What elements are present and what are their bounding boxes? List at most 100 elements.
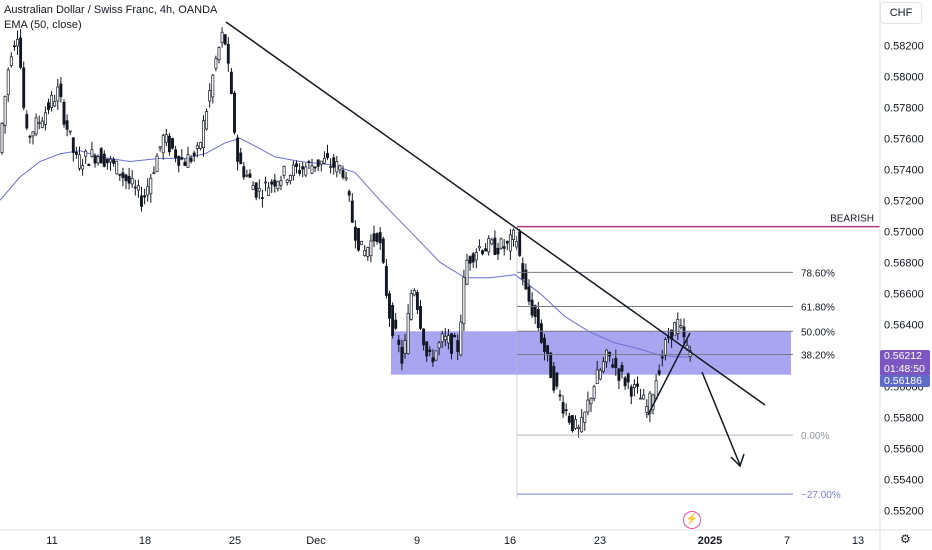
candle-down bbox=[614, 358, 618, 369]
indicator-label[interactable]: EMA (50, close) bbox=[4, 19, 82, 31]
candle-down bbox=[357, 228, 360, 251]
candle-down bbox=[397, 339, 401, 345]
candle-down bbox=[468, 256, 472, 264]
candle-up bbox=[257, 187, 261, 192]
candle-up bbox=[322, 158, 326, 164]
candle-down bbox=[456, 340, 460, 352]
candle-up bbox=[360, 240, 364, 246]
candle-up bbox=[50, 94, 54, 108]
candle-down bbox=[539, 323, 543, 343]
candle-down bbox=[660, 356, 664, 359]
candle-down bbox=[558, 394, 562, 397]
candle-up bbox=[16, 38, 19, 47]
candle-up bbox=[366, 247, 370, 257]
candle-up bbox=[574, 419, 577, 429]
candle-down bbox=[629, 386, 633, 397]
candle-up bbox=[149, 177, 153, 195]
candle-down bbox=[239, 152, 243, 165]
candle-up bbox=[130, 177, 134, 185]
candle-down bbox=[301, 166, 305, 170]
y-tick-label: 0.57600 bbox=[884, 133, 924, 145]
candle-up bbox=[499, 238, 503, 249]
candle-up bbox=[115, 160, 119, 175]
candle-down bbox=[530, 299, 534, 316]
candle-down bbox=[372, 233, 376, 242]
candle-down bbox=[65, 120, 69, 130]
candle-down bbox=[481, 250, 484, 255]
candle-down bbox=[236, 137, 240, 162]
candle-up bbox=[146, 186, 150, 196]
candle-up bbox=[291, 164, 295, 177]
candle-down bbox=[493, 237, 497, 255]
candle-up bbox=[205, 111, 209, 130]
candle-down bbox=[180, 157, 184, 160]
candle-up bbox=[34, 117, 38, 135]
candle-up bbox=[43, 112, 47, 125]
candle-up bbox=[84, 150, 88, 157]
candle-down bbox=[313, 166, 317, 169]
x-tick-label: 18 bbox=[139, 535, 151, 547]
candle-down bbox=[561, 402, 565, 414]
candle-down bbox=[496, 247, 500, 255]
x-tick-label: 23 bbox=[594, 535, 606, 547]
candle-down bbox=[118, 173, 122, 176]
candle-down bbox=[298, 170, 302, 174]
candle-down bbox=[422, 328, 426, 346]
candle-up bbox=[81, 165, 85, 170]
candle-down bbox=[353, 226, 357, 241]
candle-down bbox=[229, 71, 233, 94]
currency-button[interactable]: CHF bbox=[880, 2, 922, 24]
candle-up bbox=[202, 120, 205, 149]
x-tick-label: 7 bbox=[784, 535, 790, 547]
candle-down bbox=[536, 309, 540, 329]
candle-up bbox=[369, 240, 373, 257]
candle-up bbox=[56, 86, 60, 102]
candle-down bbox=[384, 266, 388, 296]
forecast-arrow bbox=[701, 371, 741, 466]
candle-up bbox=[198, 142, 202, 149]
candle-down bbox=[347, 191, 351, 196]
y-tick-label: 0.55200 bbox=[884, 505, 924, 517]
candle-down bbox=[242, 166, 246, 178]
candle-up bbox=[282, 166, 286, 176]
flash-icon[interactable]: ⚡ bbox=[683, 511, 701, 529]
candle-up bbox=[251, 184, 255, 190]
candle-up bbox=[53, 101, 57, 107]
candle-down bbox=[326, 153, 329, 159]
candle-up bbox=[90, 149, 94, 157]
candle-up bbox=[285, 179, 289, 183]
candle-up bbox=[335, 161, 339, 173]
candle-up bbox=[639, 397, 643, 400]
ema-price-tag: 0.56186 bbox=[880, 375, 930, 387]
gear-icon[interactable]: ⚙ bbox=[900, 532, 911, 546]
candle-up bbox=[211, 74, 215, 98]
ema-polyline bbox=[0, 137, 690, 358]
candle-down bbox=[570, 415, 574, 432]
candle-down bbox=[375, 233, 379, 242]
candle-down bbox=[564, 409, 568, 411]
y-tick-label: 0.57200 bbox=[884, 195, 924, 207]
candle-up bbox=[158, 146, 162, 149]
candle-up bbox=[310, 165, 314, 174]
candle-up bbox=[195, 145, 199, 149]
x-tick-label: Dec bbox=[306, 535, 326, 547]
candle-up bbox=[264, 181, 267, 184]
candle-down bbox=[484, 248, 488, 252]
x-tick-label: 11 bbox=[46, 535, 57, 547]
last-price-value: 0.56212 bbox=[884, 350, 922, 362]
candle-up bbox=[515, 241, 519, 248]
candle-down bbox=[549, 352, 553, 379]
candle-up bbox=[276, 181, 280, 189]
candle-up bbox=[440, 333, 444, 343]
candle-up bbox=[214, 58, 218, 69]
candle-down bbox=[332, 157, 336, 168]
candle-up bbox=[465, 259, 469, 285]
y-tick-label: 0.56800 bbox=[884, 257, 924, 269]
candle-down bbox=[133, 186, 137, 189]
y-tick-label: 0.55400 bbox=[884, 474, 924, 486]
candle-down bbox=[177, 155, 181, 166]
candle-down bbox=[74, 151, 78, 155]
candle-down bbox=[112, 159, 116, 164]
candle-up bbox=[409, 293, 413, 320]
